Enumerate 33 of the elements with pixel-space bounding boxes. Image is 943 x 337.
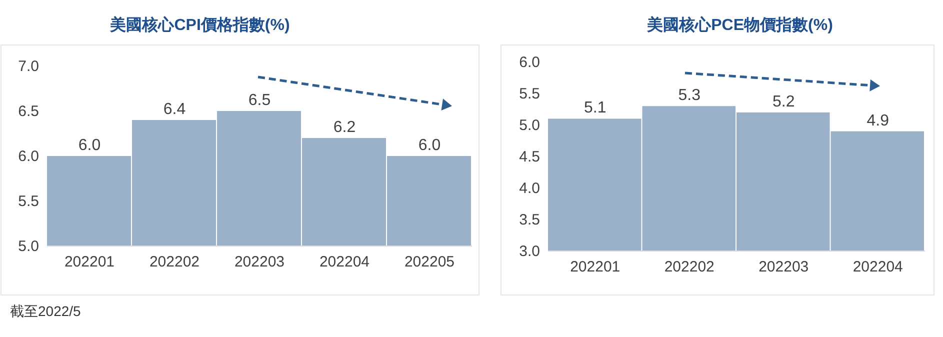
x-tick-label: 202203 <box>758 258 809 276</box>
data-label: 5.1 <box>584 100 606 117</box>
data-label: 6.2 <box>333 119 356 136</box>
y-tick-label: 5.5 <box>18 192 39 210</box>
data-label: 4.9 <box>866 112 890 130</box>
x-tick-label: 202202 <box>149 254 200 271</box>
y-tick-label: 3.0 <box>519 242 540 260</box>
data-label: 5.2 <box>772 93 795 110</box>
y-tick-label: 4.0 <box>519 180 540 197</box>
y-tick-label: 5.5 <box>519 85 540 102</box>
y-tick-label: 4.5 <box>519 148 540 166</box>
data-label: 6.0 <box>78 137 101 154</box>
x-tick-label: 202203 <box>234 254 285 271</box>
y-tick-label: 5.0 <box>18 238 39 255</box>
y-tick-label: 6.0 <box>18 148 39 165</box>
x-tick-label: 202204 <box>852 258 903 276</box>
x-tick-label: 202201 <box>64 254 115 271</box>
y-tick-label: 3.5 <box>519 211 540 228</box>
y-tick-label: 6.0 <box>519 54 540 71</box>
chart-title: 美國核心PCE物價指數(%) <box>646 15 833 34</box>
y-tick-label: 7.0 <box>18 58 39 75</box>
data-label: 6.5 <box>248 92 271 109</box>
x-tick-label: 202205 <box>404 254 455 271</box>
data-label: 6.0 <box>418 137 441 154</box>
x-tick-label: 202201 <box>570 258 620 276</box>
y-tick-label: 5.0 <box>519 116 540 134</box>
data-label: 6.4 <box>163 101 186 118</box>
y-tick-label: 6.5 <box>18 102 39 120</box>
x-tick-label: 202202 <box>664 258 714 276</box>
text: 截至2022/5 <box>10 303 82 319</box>
data-label: 5.3 <box>678 87 701 104</box>
chart-title: 美國核心CPI價格指數(%) <box>109 15 290 34</box>
x-tick-label: 202204 <box>319 254 370 271</box>
